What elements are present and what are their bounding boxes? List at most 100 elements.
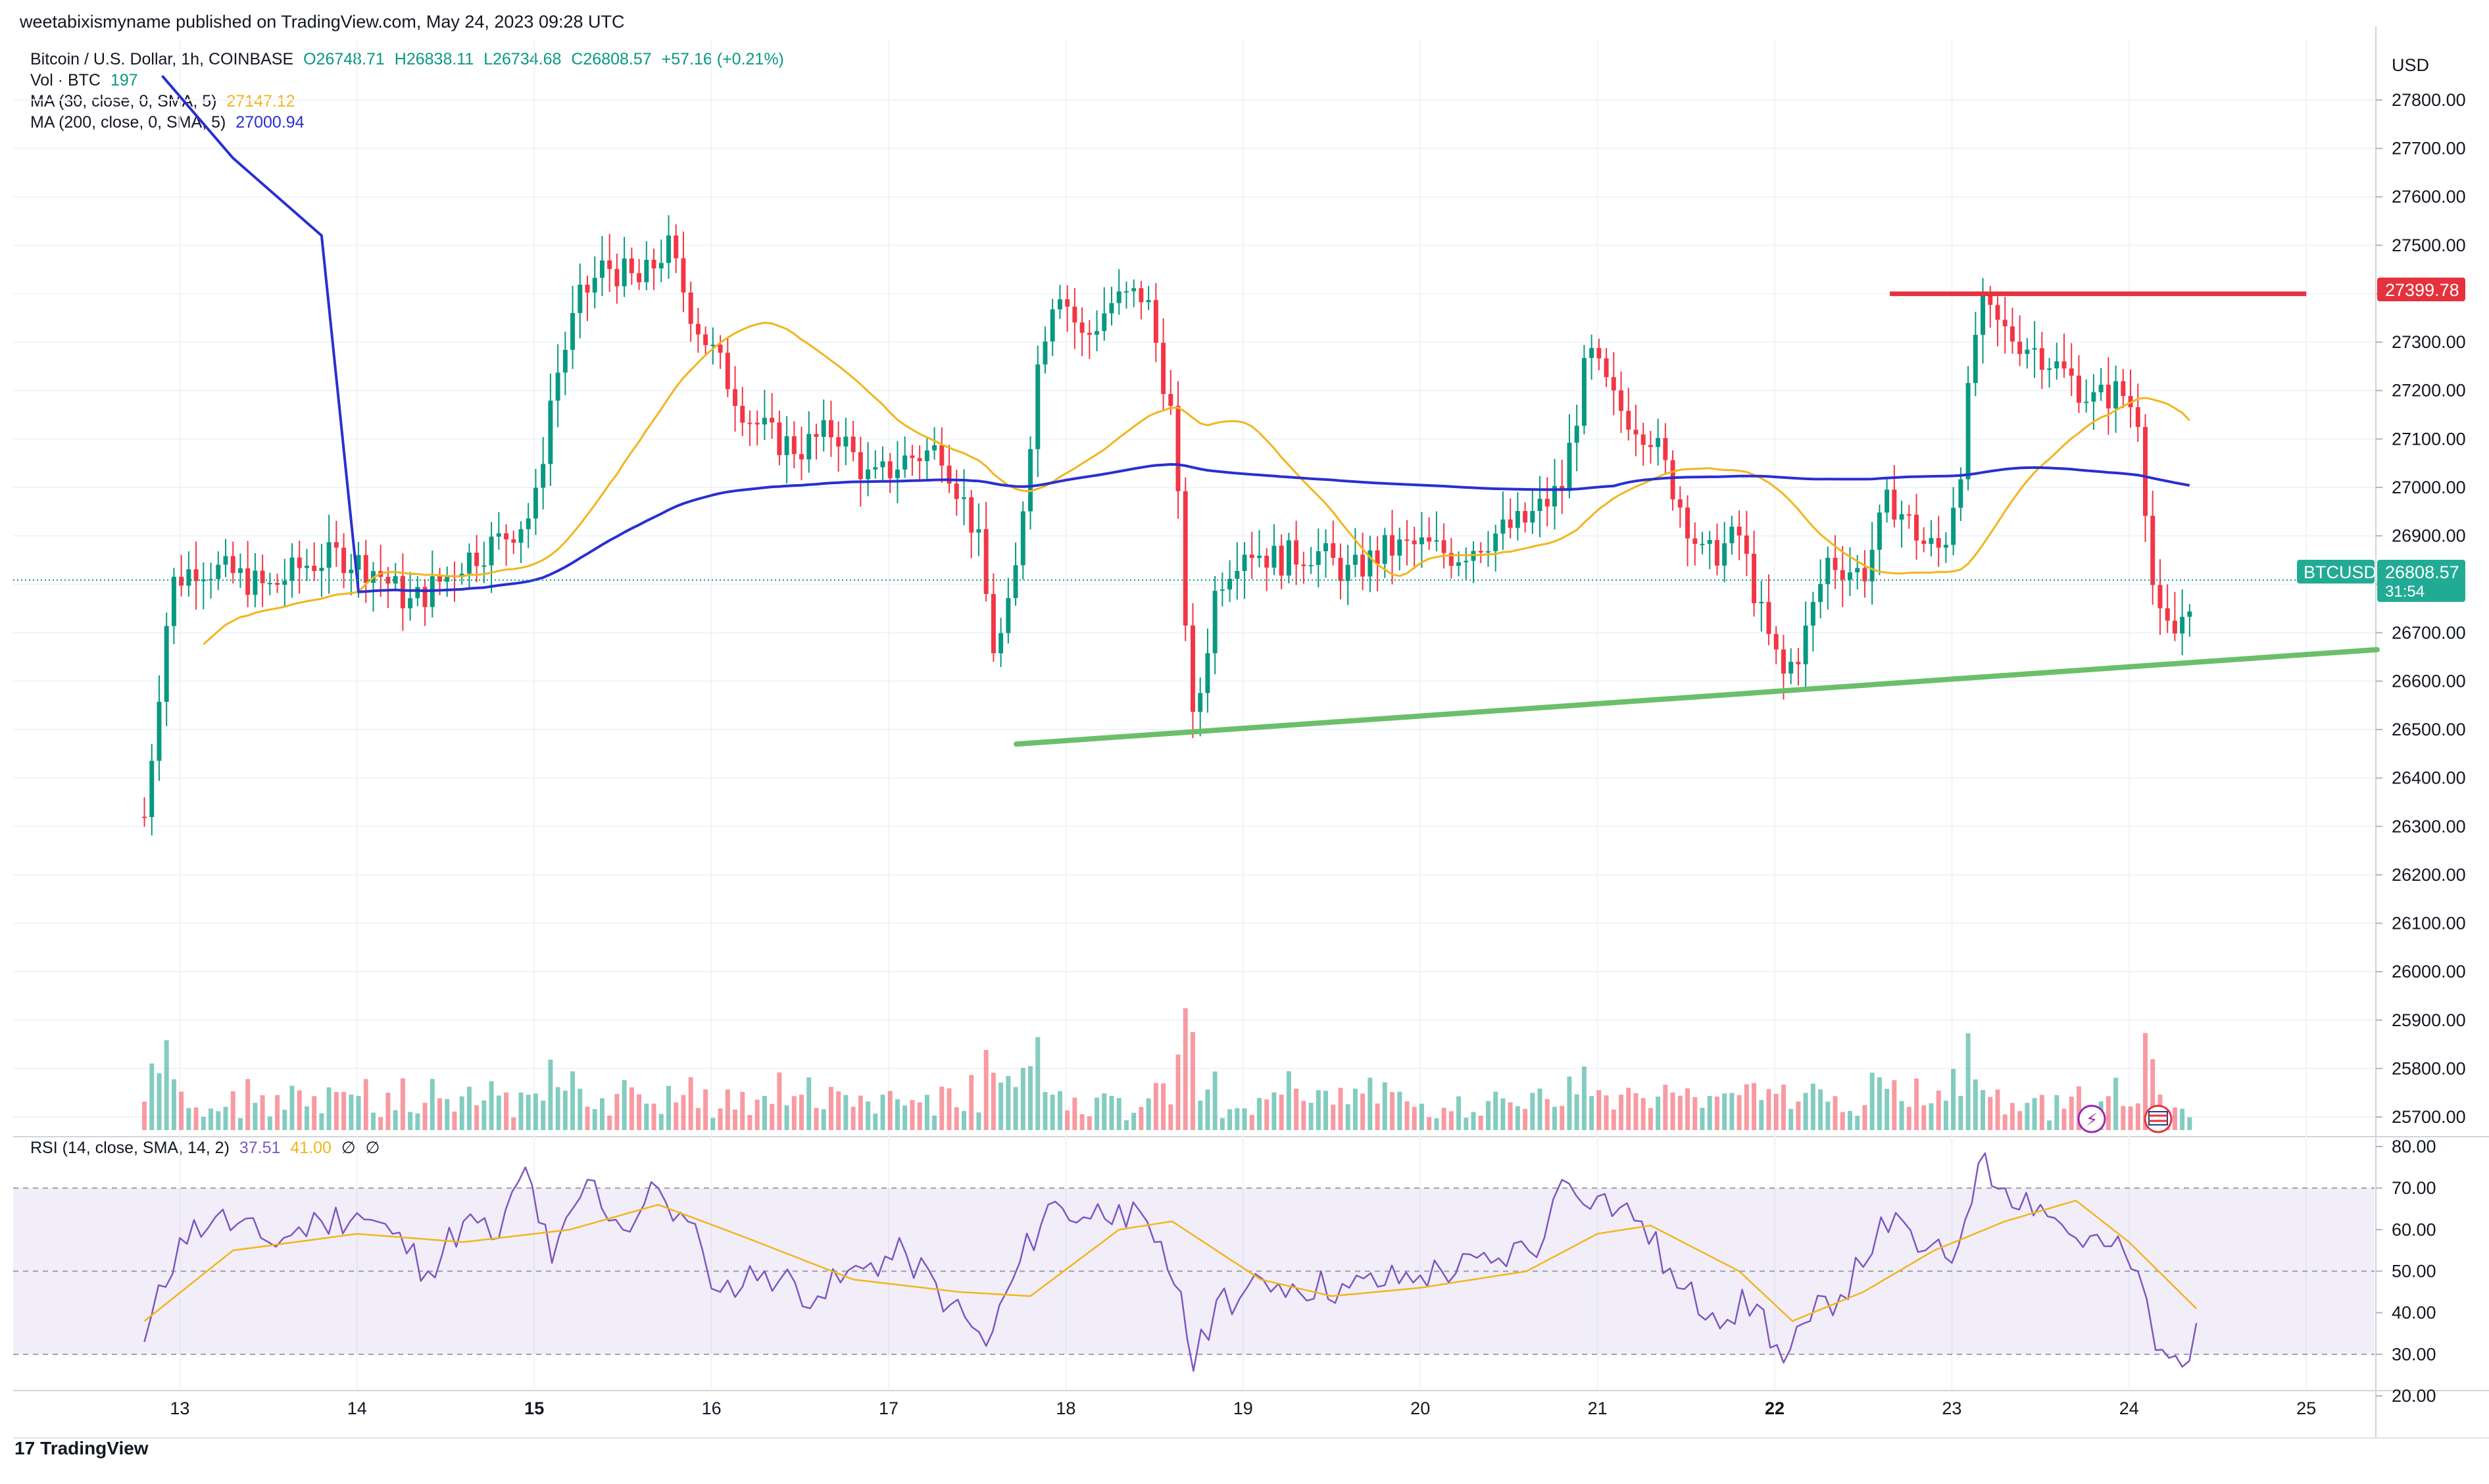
candle-body xyxy=(1759,602,1764,604)
price-axis[interactable]: 25700.00 25800.00 25900.00 26000.00 26100.00… xyxy=(2376,90,2466,1127)
candle-body xyxy=(1906,514,1911,516)
rsi-axis[interactable]: 20.00 30.00 40.00 50.00 60.00 70.00 80.00 xyxy=(2376,1137,2436,1406)
volume-bar xyxy=(1707,1096,1712,1130)
volume-bar xyxy=(592,1108,597,1130)
candle-body xyxy=(1773,633,1779,650)
candle-body xyxy=(2025,349,2030,355)
candle-body xyxy=(526,518,531,530)
price-tick-label: 26700.00 xyxy=(2392,623,2466,643)
candle-body xyxy=(1190,625,1195,712)
volume-bar xyxy=(1257,1098,1262,1130)
volume-bar xyxy=(1286,1071,1291,1130)
candle-body xyxy=(1781,649,1786,674)
volume-bar xyxy=(1523,1108,1528,1130)
volume-bar xyxy=(2121,1106,2126,1130)
ma200-legend[interactable]: MA (200, close, 0, SMA, 5) 27000.94 xyxy=(30,113,310,132)
volume-bar xyxy=(828,1087,833,1130)
candle-body xyxy=(1072,307,1077,323)
volume-bar xyxy=(1685,1088,1690,1130)
price-tick-label: 26300.00 xyxy=(2392,816,2466,836)
volume-bar xyxy=(1493,1091,1498,1130)
candle-body xyxy=(1943,545,1948,548)
volume-bar xyxy=(2150,1059,2156,1130)
volume-bar xyxy=(1848,1110,1852,1130)
volume-bar xyxy=(2143,1033,2148,1130)
change-value: +57.16 (+0.21%) xyxy=(661,50,784,68)
symbol-legend[interactable]: Bitcoin / U.S. Dollar, 1h, COINBASE O267… xyxy=(30,50,789,69)
candle-body xyxy=(983,529,989,594)
trend-annotations[interactable] xyxy=(13,291,2380,747)
volume-bar xyxy=(644,1103,649,1130)
volume-bar xyxy=(1995,1089,2000,1130)
volume-bar xyxy=(1006,1076,1011,1130)
last-price-tag xyxy=(2377,560,2465,602)
candle-body xyxy=(437,576,442,582)
price-tick-label: 26400.00 xyxy=(2392,768,2466,788)
volume-bar xyxy=(1560,1106,1565,1130)
candle-body xyxy=(142,816,147,818)
volume-bar xyxy=(333,1092,339,1130)
candle-body xyxy=(2143,427,2148,516)
volume-bar xyxy=(378,1117,383,1130)
volume-bar xyxy=(1065,1110,1070,1130)
volume-bar xyxy=(149,1063,155,1130)
candle-body xyxy=(1885,489,1890,513)
rsi-label: RSI (14, close, SMA, 14, 2) xyxy=(30,1139,230,1157)
volume-bar xyxy=(1840,1112,1845,1130)
volume-bar xyxy=(496,1095,501,1130)
volume-bar xyxy=(1855,1116,1860,1130)
candle-body xyxy=(1714,539,1719,566)
candle-body xyxy=(1057,299,1062,310)
volume-bar xyxy=(1360,1093,1366,1130)
volume-bar xyxy=(1368,1077,1373,1130)
volume-bar xyxy=(1581,1066,1587,1130)
price-tick-label: 25700.00 xyxy=(2392,1107,2466,1127)
tradingview-logo[interactable]: 17 TradingView xyxy=(14,1438,149,1459)
candle-body xyxy=(1722,543,1727,566)
candle-body xyxy=(747,422,752,424)
volume-bar xyxy=(983,1050,989,1130)
candle-body xyxy=(1464,560,1469,562)
volume-bar xyxy=(1308,1102,1314,1130)
close-value: C26808.57 xyxy=(571,50,652,68)
volume-bars xyxy=(142,1008,2192,1130)
volume-bar xyxy=(962,1110,966,1130)
candle-body xyxy=(762,418,767,425)
candle-body xyxy=(836,437,841,447)
volume-bar xyxy=(733,1109,737,1130)
candle-body xyxy=(651,259,656,269)
rsi-legend[interactable]: RSI (14, close, SMA, 14, 2) 37.51 41.00 … xyxy=(30,1138,385,1158)
resistance-price-text: 27399.78 xyxy=(2385,280,2459,300)
volume-bar xyxy=(1766,1089,1771,1130)
lightning-event-icon[interactable] xyxy=(2077,1104,2106,1133)
candle-body xyxy=(570,312,576,350)
candle-body xyxy=(1131,288,1137,291)
candle-body xyxy=(1286,540,1291,576)
volume-bar xyxy=(740,1091,745,1130)
volume-bar xyxy=(1869,1072,1875,1130)
volume-bar xyxy=(1752,1083,1757,1130)
resistance-price-tag xyxy=(2377,278,2465,301)
volume-bar xyxy=(1862,1105,1867,1130)
candle-body xyxy=(1116,291,1121,303)
volume-bar xyxy=(1123,1120,1129,1130)
candle-body xyxy=(1264,555,1269,568)
volume-bar xyxy=(2187,1117,2192,1130)
candle-body xyxy=(1352,555,1358,565)
candle-body xyxy=(1981,295,1986,335)
volume-legend[interactable]: Vol · BTC 197 xyxy=(30,71,143,90)
candle-body xyxy=(1810,602,1815,626)
candle-body xyxy=(349,570,354,574)
volume-bar xyxy=(688,1077,693,1130)
volume-bar xyxy=(969,1075,974,1130)
time-axis[interactable]: 13 14 15 16 17 18 19 20 21 22 23 24 25 xyxy=(170,1398,2316,1418)
volume-bar xyxy=(614,1094,620,1130)
volume-bar xyxy=(415,1113,420,1130)
volume-bar xyxy=(2047,1120,2052,1130)
candle-body xyxy=(2017,341,2023,355)
candle-body xyxy=(754,422,760,425)
candle-body xyxy=(1626,410,1631,430)
volume-bar xyxy=(1803,1093,1808,1130)
candle-body xyxy=(1382,535,1387,564)
